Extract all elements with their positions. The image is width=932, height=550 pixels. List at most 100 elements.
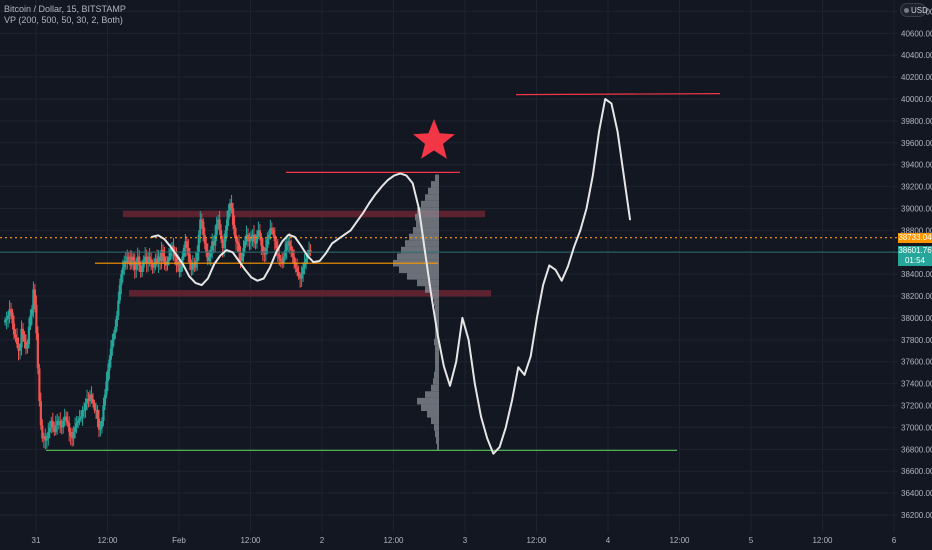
dotted-level-price-tag: 38733.04: [898, 232, 932, 243]
candle-body: [21, 328, 25, 335]
candle-body: [130, 256, 133, 266]
candle-body: [251, 234, 254, 240]
volume-bar: [417, 207, 439, 214]
candle-body: [243, 241, 247, 248]
price-axis: 36200.00 36400.00 36600.00 36800.00 37000.00…: [901, 7, 932, 520]
volume-bar: [425, 391, 439, 398]
candle-body: [148, 256, 151, 259]
volume-bar: [436, 437, 439, 444]
candle-body: [169, 250, 172, 257]
price-tick-label: 38800.00: [901, 226, 932, 235]
candle-body: [194, 261, 197, 268]
candle-body: [26, 344, 29, 349]
volume-bar: [417, 397, 439, 405]
candle-body: [117, 300, 120, 316]
volume-bar: [413, 227, 439, 234]
candle-body: [267, 234, 270, 240]
candle-body: [66, 420, 69, 424]
candle-body: [209, 250, 212, 257]
candle-body: [81, 409, 84, 417]
candle-body: [291, 250, 294, 257]
candle-body: [63, 416, 66, 421]
candle-body: [69, 431, 72, 437]
volume-bar: [435, 312, 439, 320]
candle-body: [172, 245, 175, 253]
candle-body: [135, 263, 138, 270]
indicator-title[interactable]: VP (200, 500, 50, 30, 2, Both): [4, 15, 123, 25]
candle-body: [145, 256, 148, 264]
candle-body: [36, 333, 39, 369]
candle-body: [62, 420, 65, 428]
candle-body: [120, 274, 123, 286]
candle-body: [30, 309, 34, 316]
candle-body: [72, 431, 75, 439]
candle-body: [150, 258, 153, 264]
resistance-top-line: [515, 93, 721, 96]
candle-body: [111, 339, 114, 349]
candle-body: [154, 258, 157, 266]
candle-body: [123, 261, 126, 268]
candle-body: [17, 344, 20, 351]
candle-body: [32, 289, 35, 310]
currency-dot-icon: [904, 8, 909, 13]
candle-body: [57, 420, 60, 422]
time-tick-label: 12:00: [240, 536, 261, 545]
candle-body: [239, 252, 242, 262]
candle-body: [91, 398, 95, 404]
volume-bar: [416, 220, 439, 228]
candle-body: [20, 328, 23, 348]
candle-body: [29, 315, 32, 327]
time-tick-label: 5: [749, 536, 754, 545]
time-axis: 31 12:00 Feb 12:00 2 12:00 3 12:00 4 12:00 5 12:00 6: [32, 536, 897, 545]
candle-body: [199, 219, 202, 235]
candle-body: [218, 219, 221, 231]
volume-bar: [435, 305, 439, 313]
candle-body: [97, 418, 101, 430]
projection-path: [151, 98, 631, 455]
candle-body: [163, 256, 166, 264]
candle-body: [261, 245, 264, 253]
candle-body: [94, 409, 98, 411]
currency-badge[interactable]: USD: [900, 3, 928, 17]
candle-body: [233, 224, 236, 235]
candle-body: [220, 230, 223, 240]
volume-bar: [421, 404, 439, 411]
candle-body: [142, 261, 145, 268]
volume-bar: [435, 345, 439, 352]
candle-body: [42, 436, 45, 439]
candle-body: [281, 261, 284, 264]
candle-body: [260, 236, 263, 246]
candle-body: [188, 254, 191, 264]
candle-body: [290, 245, 293, 251]
candle-body: [228, 203, 232, 211]
candle-body: [266, 239, 269, 248]
candle-body: [114, 326, 117, 334]
candle-body: [124, 261, 127, 264]
candle-body: [54, 425, 57, 432]
candle-body: [246, 234, 250, 237]
candle-body: [275, 241, 278, 248]
volume-bar: [434, 299, 439, 306]
candle-body: [208, 256, 211, 262]
price-tick-label: 36800.00: [901, 445, 932, 454]
volume-bar: [421, 200, 439, 208]
price-tick-label: 39800.00: [901, 117, 932, 126]
candle-body: [74, 427, 77, 432]
candle-body: [304, 258, 308, 264]
candle-body: [206, 252, 209, 262]
candle-body: [99, 427, 102, 430]
candle-body: [296, 267, 299, 272]
candle-body: [252, 234, 256, 242]
symbol-title[interactable]: Bitcoin / Dollar, 15, BITSTAMP: [4, 4, 126, 14]
candle-body: [288, 241, 291, 246]
candle-body: [184, 241, 187, 248]
volume-bar: [435, 351, 439, 359]
last-price-tag: 38601.76: [898, 246, 932, 257]
star-marker: [413, 119, 455, 159]
candle-body: [138, 256, 141, 266]
candle-body: [214, 234, 217, 246]
candle-body: [212, 241, 215, 246]
candle-body: [24, 342, 28, 349]
time-tick-label: 6: [892, 536, 897, 545]
